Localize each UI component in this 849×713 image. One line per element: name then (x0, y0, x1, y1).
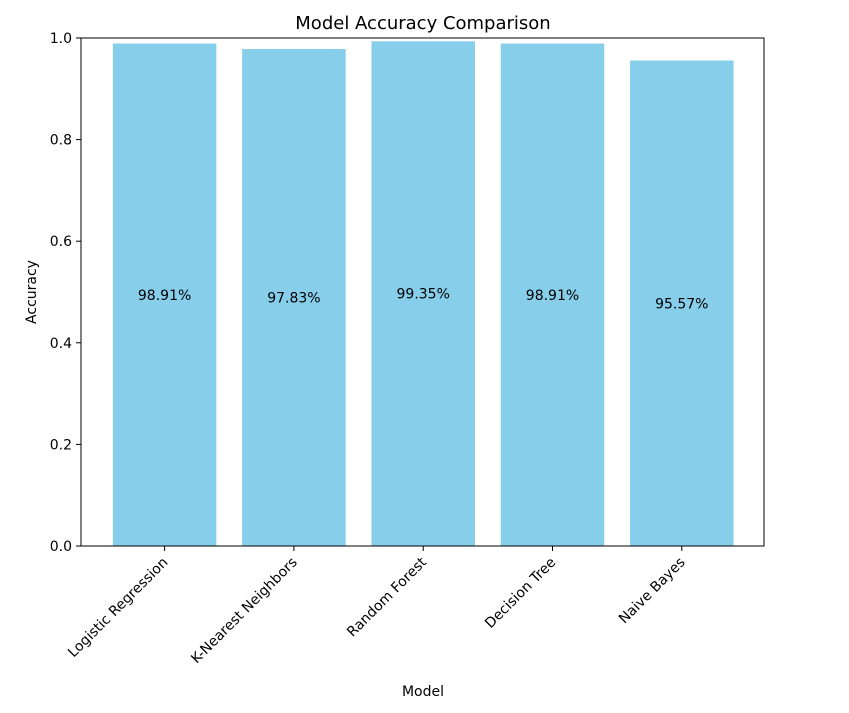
bar-1 (242, 49, 346, 547)
y-tick-label-0: 0.0 (50, 539, 72, 555)
data-labels-layer: 98.91% 97.83% 99.35% 98.91% 95.57% (138, 287, 709, 313)
data-label-0: 98.91% (138, 288, 191, 304)
bar-3 (500, 43, 605, 546)
x-axis: Logistic Regression K-Nearest Neighbors Ra… (65, 546, 689, 667)
y-tick-label-4: 0.8 (50, 133, 72, 149)
data-label-3: 98.91% (526, 288, 579, 304)
data-label-2: 99.35% (397, 287, 450, 303)
y-axis-label: Accuracy (24, 260, 40, 324)
plot-frame (80, 37, 765, 547)
y-tick-label-1: 0.2 (50, 437, 72, 453)
x-tick-label-0: Logistic Regression (65, 555, 171, 661)
bar-0 (112, 43, 217, 546)
data-label-1: 97.83% (267, 291, 320, 307)
y-tick-label-3: 0.6 (50, 234, 72, 250)
y-tick-label-2: 0.4 (50, 336, 72, 352)
y-axis: 0.0 0.2 0.4 0.6 0.8 1.0 (50, 31, 81, 555)
chart-title: Model Accuracy Comparison (295, 13, 550, 34)
x-tick-label-4: Naive Bayes (616, 555, 689, 628)
x-tick-label-1: K-Nearest Neighbors (188, 555, 300, 667)
x-axis-label: Model (402, 684, 444, 700)
x-tick-label-2: Random Forest (344, 554, 430, 640)
bar-2 (371, 41, 475, 547)
x-tick-label-3: Decision Tree (482, 555, 559, 632)
data-label-4: 95.57% (655, 296, 708, 312)
bar-4 (630, 60, 734, 546)
y-tick-label-5: 1.0 (50, 31, 72, 47)
bars-layer (112, 41, 734, 547)
